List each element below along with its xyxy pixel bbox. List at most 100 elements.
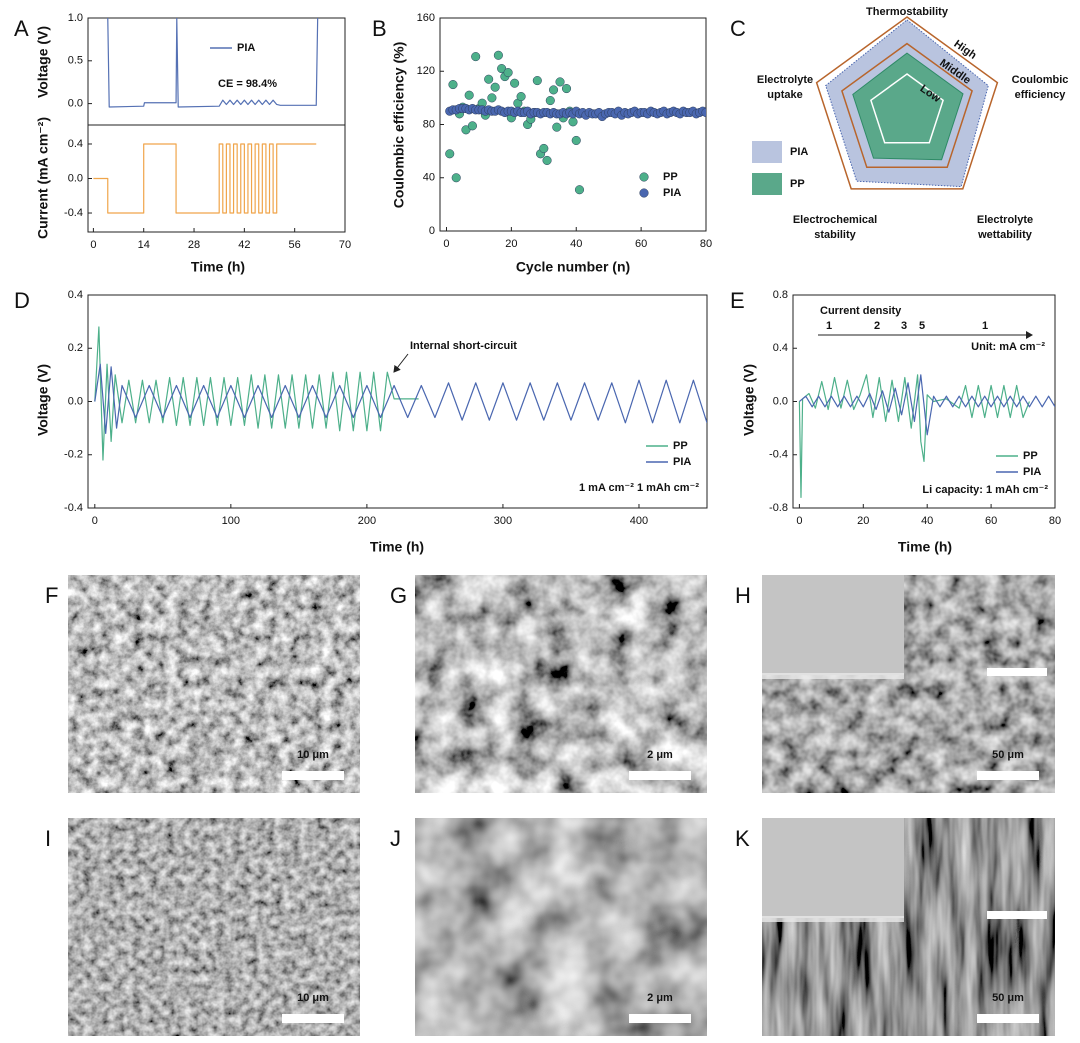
scatter-point	[555, 77, 565, 87]
y-tick-label: -0.8	[769, 502, 788, 514]
scatter-point	[568, 117, 578, 127]
category-label: efficiency	[1015, 89, 1067, 101]
x-tick-label: 56	[289, 239, 301, 251]
category-label: Thermostability	[866, 6, 949, 18]
scale-bar-label: 2 μm	[647, 992, 673, 1004]
panel-label: J	[390, 826, 401, 851]
data-line	[107, 18, 319, 108]
y-tick-label: 0.4	[773, 342, 788, 354]
y-tick-label: 40	[423, 172, 435, 184]
category-label: Electrochemical	[793, 214, 877, 226]
annotation: Li capacity: 1 mAh cm⁻²	[922, 484, 1048, 496]
y-axis-label: Voltage (V)	[741, 364, 757, 436]
category-label: stability	[814, 229, 856, 241]
scatter-point	[493, 50, 503, 60]
panel-label: F	[45, 583, 58, 608]
y-tick-label: 0.0	[68, 395, 83, 407]
legend-label: PIA	[790, 146, 808, 158]
legend-label: PIA	[237, 42, 255, 54]
y-tick-label: -0.4	[64, 502, 83, 514]
scatter-point	[497, 64, 507, 74]
legend-marker	[639, 172, 649, 182]
scatter-point	[542, 155, 552, 165]
sem-edge	[762, 673, 904, 679]
y-tick-label: 160	[417, 12, 435, 24]
scatter-point	[464, 90, 474, 100]
sem-background	[762, 575, 904, 675]
scatter-point	[510, 78, 520, 88]
x-tick-label: 14	[138, 239, 150, 251]
arrow	[393, 353, 409, 373]
x-tick-label: 60	[635, 238, 647, 250]
x-axis-label: Time (h)	[898, 539, 952, 555]
panel-label: D	[14, 288, 30, 313]
y-tick-label: 120	[417, 65, 435, 77]
scatter-point	[467, 121, 477, 131]
y-axis-label: Current (mA cm⁻²)	[35, 117, 51, 239]
data-line	[799, 374, 1055, 436]
scatter-point	[451, 173, 461, 183]
scatter-point	[503, 68, 513, 78]
legend-label: PP	[790, 178, 805, 190]
annotation: 5	[919, 320, 925, 332]
x-tick-label: 0	[796, 515, 802, 527]
annotation: 2	[874, 320, 880, 332]
annotation: 1	[826, 320, 832, 332]
y-tick-label: 0.4	[68, 138, 83, 150]
x-tick-label: 300	[494, 515, 512, 527]
scale-bar	[629, 1014, 691, 1023]
panel-label: E	[730, 288, 745, 313]
legend-label: PP	[663, 171, 678, 183]
data-line	[798, 374, 1030, 498]
legend-marker	[639, 188, 649, 198]
x-tick-label: 80	[1049, 515, 1061, 527]
scale-bar	[977, 771, 1039, 780]
scale-bar	[282, 771, 344, 780]
scale-bar	[977, 1014, 1039, 1023]
category-label: Coulombic	[1012, 74, 1069, 86]
scatter-point	[552, 122, 562, 132]
scatter-point	[574, 185, 585, 195]
scatter-point	[571, 135, 581, 146]
scatter-point	[448, 80, 458, 90]
x-tick-label: 400	[630, 515, 648, 527]
scatter-point	[471, 52, 481, 62]
panel-label: A	[14, 16, 29, 41]
y-tick-label: -0.4	[769, 449, 788, 461]
legend-swatch	[752, 173, 782, 195]
scale-bar-label: 2 μm	[647, 749, 673, 761]
sem-image	[415, 575, 707, 793]
x-tick-label: 80	[700, 238, 712, 250]
x-axis-label: Cycle number (n)	[516, 259, 630, 275]
inset-scale-bar	[987, 668, 1047, 676]
scale-bar-label: 10 μm	[297, 749, 329, 761]
panel-label: C	[730, 16, 746, 41]
panel-label: H	[735, 583, 751, 608]
scatter-point	[532, 76, 542, 86]
y-axis-label: Coulombic efficiency (%)	[391, 42, 407, 208]
annotation: 1 mA cm⁻² 1 mAh cm⁻²	[579, 482, 699, 494]
panel-label: I	[45, 826, 51, 851]
y-axis-label: Voltage (V)	[35, 26, 51, 98]
y-tick-label: 0.0	[68, 98, 83, 110]
x-tick-label: 70	[339, 239, 351, 251]
y-tick-label: 0.4	[68, 289, 83, 301]
annotation: 1	[982, 320, 988, 332]
sem-image	[415, 818, 707, 1036]
y-tick-label: 0.0	[68, 172, 83, 184]
annotation: Internal short-circuit	[410, 340, 517, 352]
y-tick-label: 0.0	[773, 395, 788, 407]
scale-bar	[282, 1014, 344, 1023]
x-tick-label: 100	[222, 515, 240, 527]
plot-frame	[87, 124, 346, 233]
panel-label: K	[735, 826, 750, 851]
legend-label: PIA	[1023, 466, 1041, 478]
annotation: CE = 98.4%	[218, 78, 277, 90]
scale-bar	[629, 771, 691, 780]
legend-label: PP	[1023, 450, 1038, 462]
annotation: Unit: mA cm⁻²	[971, 341, 1045, 353]
plot-frame	[87, 17, 346, 126]
plot-frame	[87, 294, 708, 509]
inset-scale-bar	[987, 911, 1047, 919]
legend-label: PP	[673, 440, 688, 452]
